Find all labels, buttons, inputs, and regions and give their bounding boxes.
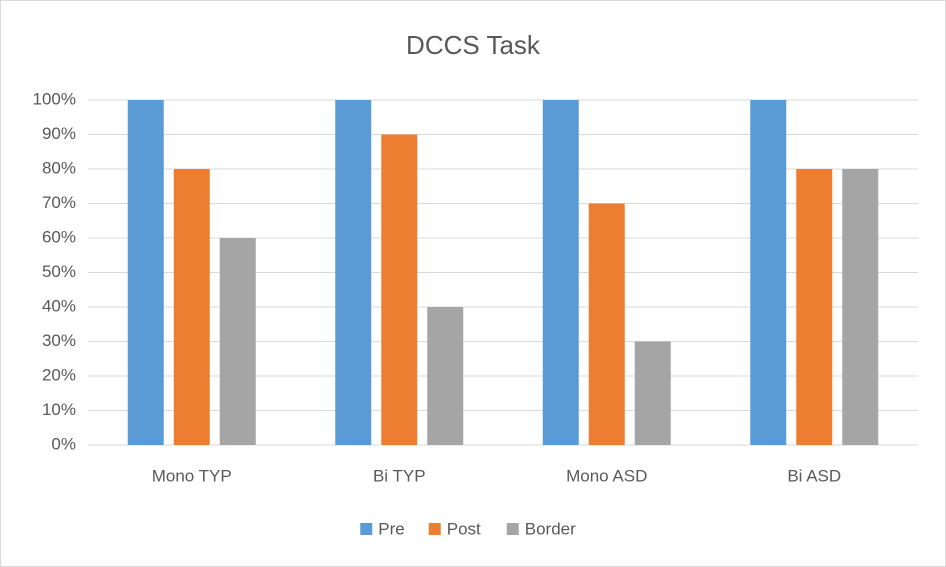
x-tick-label: Mono ASD: [566, 466, 647, 485]
bar: [335, 100, 372, 445]
bar: [381, 134, 418, 445]
y-tick-label: 20%: [42, 365, 76, 384]
bar: [588, 203, 625, 445]
bar: [842, 169, 879, 445]
y-tick-label: 70%: [42, 193, 76, 212]
legend-label: Border: [525, 519, 576, 538]
y-tick-label: 80%: [42, 158, 76, 177]
bar: [542, 100, 579, 445]
legend-swatch: [506, 523, 519, 535]
y-tick-label: 40%: [42, 296, 76, 315]
legend-swatch: [428, 523, 441, 535]
legend-label: Pre: [378, 519, 404, 538]
chart-title: DCCS Task: [406, 30, 541, 60]
bar: [634, 341, 671, 445]
x-tick-label: Bi ASD: [787, 466, 841, 485]
y-tick-label: 60%: [42, 227, 76, 246]
bar: [427, 307, 464, 445]
bar: [796, 169, 833, 445]
y-tick-label: 90%: [42, 124, 76, 143]
y-tick-label: 0%: [51, 434, 76, 453]
y-tick-label: 100%: [33, 89, 76, 108]
legend-swatch: [360, 523, 373, 535]
legend-label: Post: [447, 519, 481, 538]
x-tick-label: Mono TYP: [152, 466, 232, 485]
y-tick-label: 30%: [42, 331, 76, 350]
bar: [219, 238, 256, 445]
y-tick-label: 10%: [42, 400, 76, 419]
y-tick-label: 50%: [42, 262, 76, 281]
bar: [127, 100, 164, 445]
bar: [173, 169, 210, 445]
x-tick-label: Bi TYP: [373, 466, 426, 485]
bar: [750, 100, 787, 445]
